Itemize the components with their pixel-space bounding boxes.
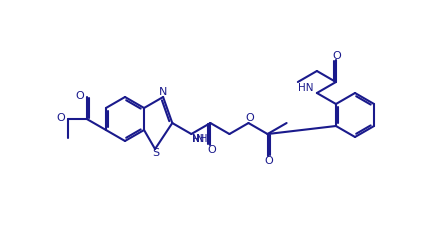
Text: S: S <box>153 148 160 158</box>
Text: O: O <box>245 113 254 123</box>
Text: H: H <box>192 135 199 143</box>
Text: O: O <box>56 113 65 123</box>
Text: O: O <box>207 145 216 155</box>
Text: HN: HN <box>298 83 314 93</box>
Text: O: O <box>333 51 341 61</box>
Text: N: N <box>196 134 205 144</box>
Text: O: O <box>75 91 84 101</box>
Text: O: O <box>264 156 273 166</box>
Text: NH: NH <box>192 134 208 144</box>
Text: N: N <box>159 87 167 97</box>
